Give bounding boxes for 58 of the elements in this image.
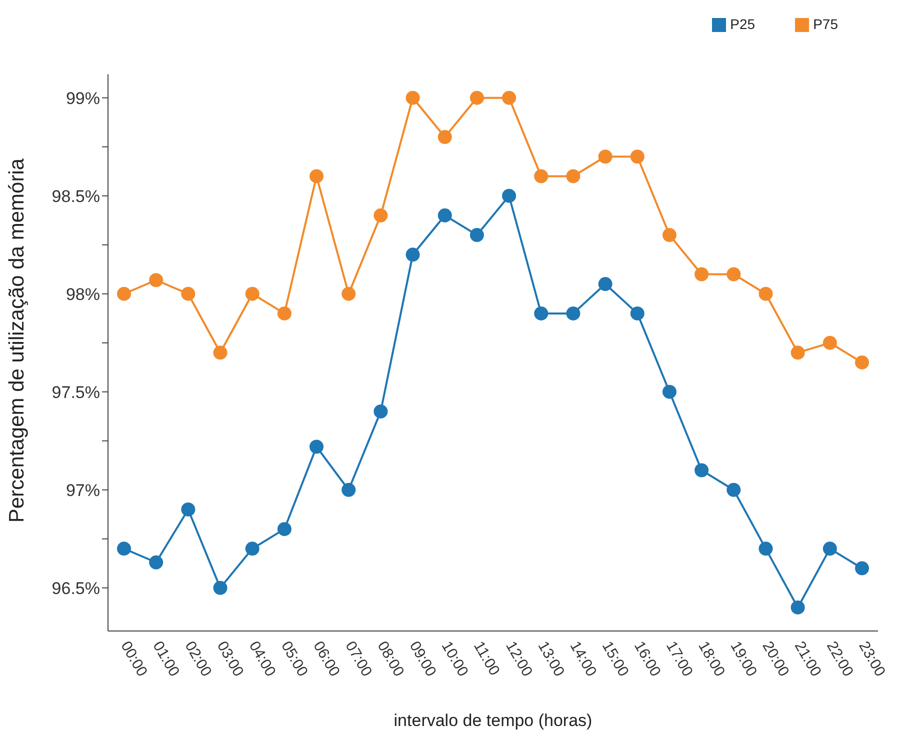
point — [758, 542, 773, 556]
point — [502, 90, 516, 105]
point — [598, 150, 612, 164]
point — [149, 273, 164, 288]
point — [181, 502, 196, 516]
y-tick-label: 98% — [66, 284, 100, 304]
point — [374, 404, 388, 418]
point — [438, 130, 452, 144]
point — [855, 561, 869, 576]
point — [310, 440, 324, 454]
point — [117, 542, 131, 556]
point — [694, 463, 709, 478]
point — [694, 267, 709, 282]
point — [662, 228, 676, 242]
point — [342, 482, 356, 497]
point — [374, 208, 388, 222]
y-tick-label: 98.5% — [52, 186, 100, 206]
point — [342, 286, 356, 301]
legend-label: P75 — [813, 16, 838, 32]
point — [149, 555, 164, 570]
point — [310, 169, 324, 184]
point — [534, 306, 548, 320]
point — [470, 228, 484, 242]
y-tick-label: 97.5% — [52, 382, 100, 402]
point — [406, 90, 420, 105]
point — [758, 286, 773, 301]
point — [790, 346, 805, 360]
point — [213, 580, 228, 595]
point — [438, 208, 452, 222]
y-tick-label: 96.5% — [52, 578, 100, 598]
point — [277, 522, 292, 536]
y-axis-title: Percentagem de utilização da memória — [5, 158, 28, 523]
point — [855, 355, 869, 370]
point — [566, 169, 580, 184]
point — [277, 306, 292, 320]
point — [726, 482, 741, 497]
point — [630, 306, 644, 320]
point — [245, 542, 260, 556]
point — [726, 267, 741, 282]
point — [566, 306, 580, 320]
point — [822, 336, 837, 350]
y-tick-label: 99% — [66, 88, 100, 108]
y-tick-label: 97% — [66, 480, 100, 500]
legend-label: P25 — [730, 16, 756, 32]
point — [245, 286, 260, 301]
point — [181, 286, 196, 301]
point — [213, 346, 228, 360]
point — [117, 286, 131, 301]
point — [502, 188, 516, 203]
point — [534, 169, 548, 184]
point — [822, 542, 837, 556]
point — [662, 384, 676, 399]
point — [406, 248, 420, 262]
point — [470, 90, 484, 105]
x-axis-title: intervalo de tempo (horas) — [394, 711, 592, 730]
point — [598, 277, 612, 292]
point — [630, 150, 644, 164]
point — [790, 600, 805, 614]
